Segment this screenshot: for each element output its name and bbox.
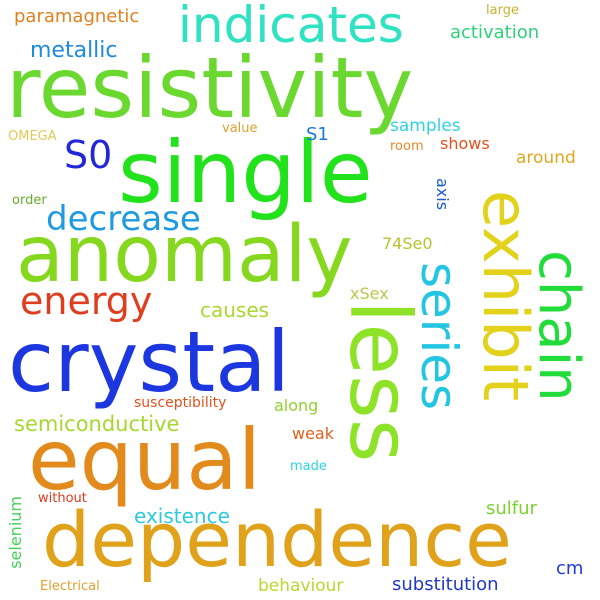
word-samples: samples [390, 116, 461, 136]
word-sulfur: sulfur [486, 498, 537, 519]
word-s0: S0 [64, 133, 113, 177]
word-less: less [331, 300, 429, 463]
word-omega: OMEGA [8, 129, 57, 144]
word-crystal: crystal [8, 313, 290, 411]
word-weak: weak [292, 424, 334, 443]
word-room: room [390, 139, 424, 154]
word-electrical: Electrical [40, 579, 100, 594]
word-decrease: decrease [46, 199, 201, 239]
word-energy: energy [20, 279, 153, 323]
word-causes: causes [200, 298, 270, 322]
word-shows: shows [440, 134, 490, 153]
word-s1: S1 [306, 124, 329, 145]
word-equal: equal [28, 411, 262, 509]
word-existence: existence [134, 504, 230, 528]
word-exhibit: exhibit [469, 190, 542, 402]
word-along: along [274, 396, 319, 415]
word-metallic: metallic [30, 38, 118, 63]
word-behaviour: behaviour [258, 576, 344, 596]
word-chain: chain [526, 250, 591, 402]
word-activation: activation [450, 22, 540, 43]
word-value: value [222, 121, 258, 136]
word-large: large [486, 3, 519, 18]
word-substitution: substitution [392, 574, 499, 595]
word-susceptibility: susceptibility [134, 395, 227, 411]
word-around: around [516, 148, 576, 168]
word-anomaly: anomaly [16, 210, 353, 300]
word-xsex: xSex [350, 284, 389, 303]
word-axis: axis [433, 178, 452, 211]
word-dependence: dependence [42, 495, 512, 584]
word-made: made [290, 459, 327, 474]
word-without: without [38, 491, 87, 506]
word-series: series [410, 262, 468, 411]
word-cm: cm [556, 558, 584, 579]
word-selenium: selenium [6, 496, 25, 569]
word-indicates: indicates [178, 0, 404, 54]
word-semiconductive: semiconductive [14, 412, 180, 436]
word-order: order [12, 193, 47, 208]
word-single: single [118, 123, 373, 223]
word-74se0: 74Se0 [382, 234, 433, 253]
word-resistivity: resistivity [6, 39, 414, 137]
word-paramagnetic: paramagnetic [14, 6, 140, 27]
